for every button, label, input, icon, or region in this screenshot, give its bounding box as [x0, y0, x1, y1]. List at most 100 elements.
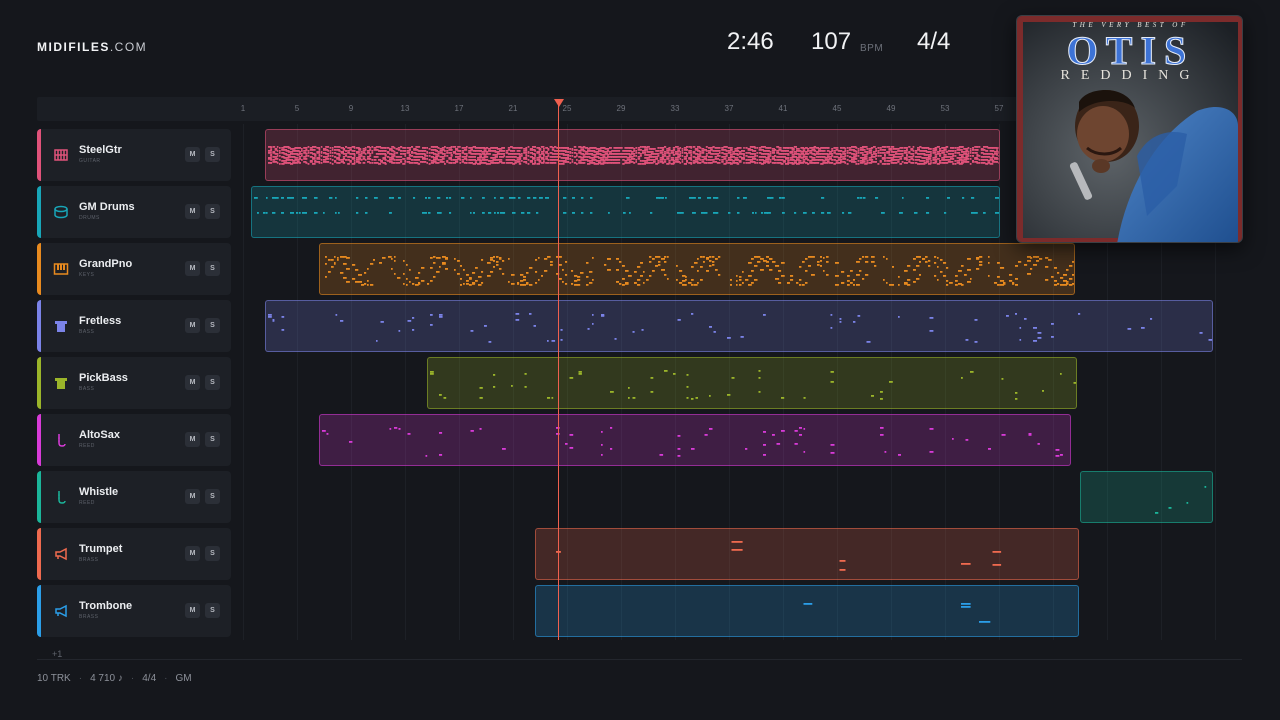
midi-note	[854, 158, 857, 160]
mute-button[interactable]: M	[185, 318, 200, 333]
midi-note	[269, 154, 272, 156]
track-header[interactable]: GrandPno KEYS M S	[37, 243, 231, 295]
mute-button[interactable]: M	[185, 546, 200, 561]
more-tracks-indicator[interactable]: +1	[52, 649, 63, 659]
midi-note	[997, 158, 1000, 160]
midi-note	[650, 151, 654, 153]
midi-note	[755, 162, 758, 164]
midi-clip[interactable]	[318, 414, 1071, 466]
midi-note	[650, 153, 654, 155]
track-header[interactable]: AltoSax REED M S	[37, 414, 231, 466]
solo-button[interactable]: S	[205, 603, 220, 618]
midi-clip[interactable]	[426, 357, 1078, 409]
midi-note	[578, 371, 582, 373]
midi-note	[348, 156, 352, 158]
midi-note	[938, 162, 941, 164]
solo-button[interactable]: S	[205, 147, 220, 162]
solo-button[interactable]: S	[205, 375, 220, 390]
solo-button[interactable]: S	[205, 432, 220, 447]
mute-button[interactable]: M	[185, 147, 200, 162]
midi-note	[291, 162, 296, 164]
track-header[interactable]: Fretless BASS M S	[37, 300, 231, 352]
midi-note	[1014, 265, 1018, 267]
midi-note	[720, 147, 724, 149]
arrangement-timeline[interactable]	[238, 124, 1242, 640]
mute-button[interactable]: M	[185, 432, 200, 447]
midi-note	[960, 284, 964, 286]
midi-note	[639, 160, 642, 162]
midi-clip[interactable]	[264, 300, 1213, 352]
midi-note	[870, 154, 873, 156]
midi-note	[751, 161, 756, 163]
midi-note	[766, 150, 770, 152]
midi-note	[1062, 284, 1067, 286]
midi-note	[487, 153, 491, 155]
midi-note	[810, 274, 815, 276]
midi-note	[953, 147, 956, 149]
solo-button[interactable]: S	[205, 546, 220, 561]
midi-note	[449, 197, 452, 199]
solo-button[interactable]: S	[205, 261, 220, 276]
midi-clip[interactable]	[534, 528, 1079, 580]
midi-note	[683, 152, 687, 154]
midi-note	[335, 149, 340, 151]
track-header[interactable]: SteelGtr GUITAR M S	[37, 129, 231, 181]
midi-clip[interactable]	[534, 585, 1079, 637]
midi-note	[912, 153, 914, 155]
midi-note	[492, 260, 495, 262]
midi-note	[782, 161, 786, 163]
mute-button[interactable]: M	[185, 603, 200, 618]
midi-note	[798, 279, 801, 281]
midi-note	[348, 153, 352, 155]
midi-note	[529, 149, 533, 151]
midi-note	[714, 158, 717, 160]
playhead[interactable]	[558, 104, 559, 640]
midi-note	[858, 270, 861, 272]
track-header[interactable]: Trumpet BRASS M S	[37, 528, 231, 580]
midi-clip[interactable]	[264, 129, 1001, 181]
midi-note	[978, 264, 982, 266]
midi-note	[621, 150, 625, 152]
mute-button[interactable]: M	[185, 489, 200, 504]
midi-note	[278, 163, 281, 165]
solo-button[interactable]: S	[205, 318, 220, 333]
midi-note	[414, 156, 418, 158]
midi-note	[975, 268, 979, 270]
midi-note	[747, 262, 752, 264]
mute-button[interactable]: M	[185, 261, 200, 276]
midi-note	[562, 157, 567, 159]
midi-clip[interactable]	[318, 243, 1075, 295]
midi-note	[276, 158, 278, 160]
midi-note	[984, 146, 988, 148]
midi-note	[354, 281, 358, 283]
mute-button[interactable]: M	[185, 204, 200, 219]
midi-note	[648, 159, 652, 161]
midi-note	[384, 150, 387, 152]
midi-note	[345, 268, 350, 270]
midi-note	[555, 433, 560, 435]
track-header[interactable]: Whistle REED M S	[37, 471, 231, 523]
midi-note	[302, 158, 307, 160]
midi-clip[interactable]	[1080, 471, 1213, 523]
playhead-marker[interactable]	[554, 99, 564, 107]
midi-note	[386, 160, 389, 162]
midi-clip[interactable]	[251, 186, 1001, 238]
track-header[interactable]: GM Drums DRUMS M S	[37, 186, 231, 238]
track-header[interactable]: Trombone BRASS M S	[37, 585, 231, 637]
midi-note	[799, 147, 804, 149]
midi-note	[753, 265, 758, 267]
midi-note	[769, 153, 771, 155]
mute-button[interactable]: M	[185, 375, 200, 390]
midi-note	[447, 157, 452, 159]
solo-button[interactable]: S	[205, 489, 220, 504]
track-header[interactable]: PickBass BASS M S	[37, 357, 231, 409]
midi-note	[876, 150, 879, 152]
midi-note	[287, 197, 291, 199]
midi-note	[450, 154, 453, 156]
midi-note	[685, 146, 688, 148]
midi-note	[956, 160, 960, 162]
midi-note	[788, 152, 793, 154]
midi-note	[553, 153, 556, 155]
solo-button[interactable]: S	[205, 204, 220, 219]
midi-note	[421, 157, 426, 159]
